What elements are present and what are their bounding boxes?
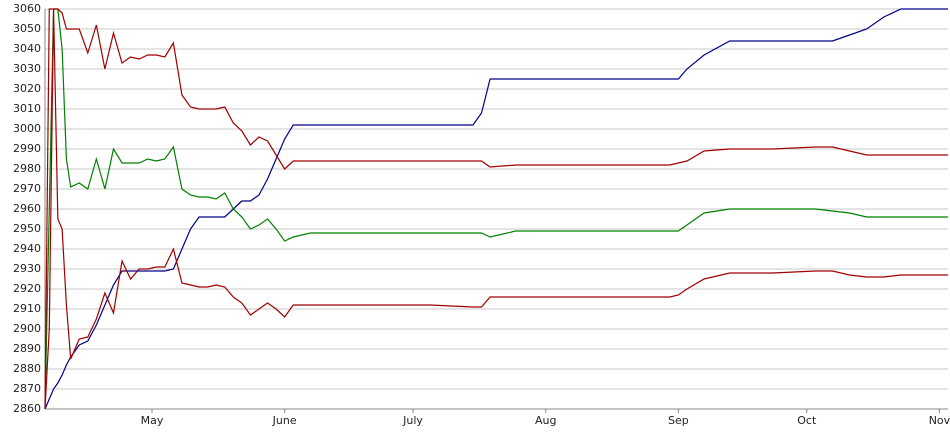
y-tick-label: 3030 <box>13 62 41 75</box>
y-tick-label: 2930 <box>13 262 41 275</box>
series-line <box>44 8 948 410</box>
y-tick-label: 2960 <box>13 202 41 215</box>
series-line <box>44 8 948 410</box>
x-tick-label: May <box>141 414 164 427</box>
y-tick-label: 3060 <box>13 2 41 15</box>
y-tick-label: 2910 <box>13 302 41 315</box>
x-tick-label: Nov <box>929 414 950 427</box>
x-tick-label: Sep <box>668 414 689 427</box>
y-tick-label: 2950 <box>13 222 41 235</box>
y-tick-label: 2990 <box>13 142 41 155</box>
x-tick-label: June <box>272 414 297 427</box>
x-tick-label: Oct <box>797 414 817 427</box>
y-tick-label: 2870 <box>13 382 41 395</box>
y-tick-label: 3040 <box>13 42 41 55</box>
y-tick-label: 2880 <box>13 362 41 375</box>
y-tick-label: 3020 <box>13 82 41 95</box>
y-tick-label: 2940 <box>13 242 41 255</box>
y-tick-label: 3050 <box>13 22 41 35</box>
y-tick-label: 2920 <box>13 282 41 295</box>
y-tick-label: 2890 <box>13 342 41 355</box>
x-tick-label: Aug <box>535 414 556 427</box>
y-tick-label: 2980 <box>13 162 41 175</box>
y-tick-label: 2860 <box>13 402 41 415</box>
series-line <box>44 8 948 410</box>
y-tick-label: 2970 <box>13 182 41 195</box>
y-tick-label: 2900 <box>13 322 41 335</box>
y-tick-label: 3000 <box>13 122 41 135</box>
x-tick-label: July <box>402 414 423 427</box>
series-line <box>44 8 948 410</box>
y-tick-label: 3010 <box>13 102 41 115</box>
